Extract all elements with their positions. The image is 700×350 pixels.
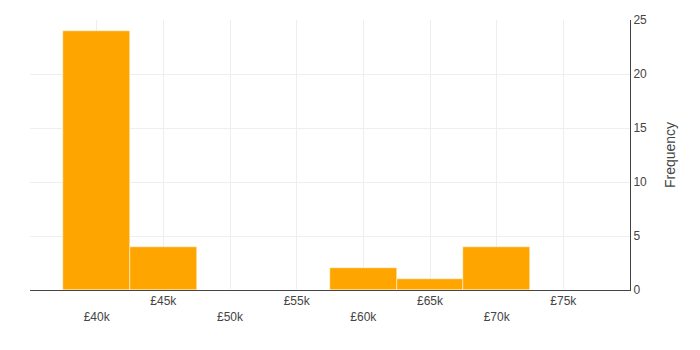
svg-text:£75k: £75k <box>550 294 577 308</box>
svg-text:£60k: £60k <box>350 310 377 324</box>
svg-text:£40k: £40k <box>84 310 111 324</box>
svg-text:15: 15 <box>633 121 647 135</box>
svg-text:25: 25 <box>633 13 647 27</box>
svg-text:5: 5 <box>633 229 640 243</box>
svg-text:0: 0 <box>633 283 640 297</box>
svg-text:£50k: £50k <box>217 310 244 324</box>
svg-text:20: 20 <box>633 67 647 81</box>
svg-text:10: 10 <box>633 175 647 189</box>
svg-text:£65k: £65k <box>417 294 444 308</box>
svg-text:Frequency: Frequency <box>662 122 678 188</box>
svg-text:£45k: £45k <box>150 294 177 308</box>
svg-text:£55k: £55k <box>284 294 311 308</box>
svg-text:£70k: £70k <box>484 310 511 324</box>
